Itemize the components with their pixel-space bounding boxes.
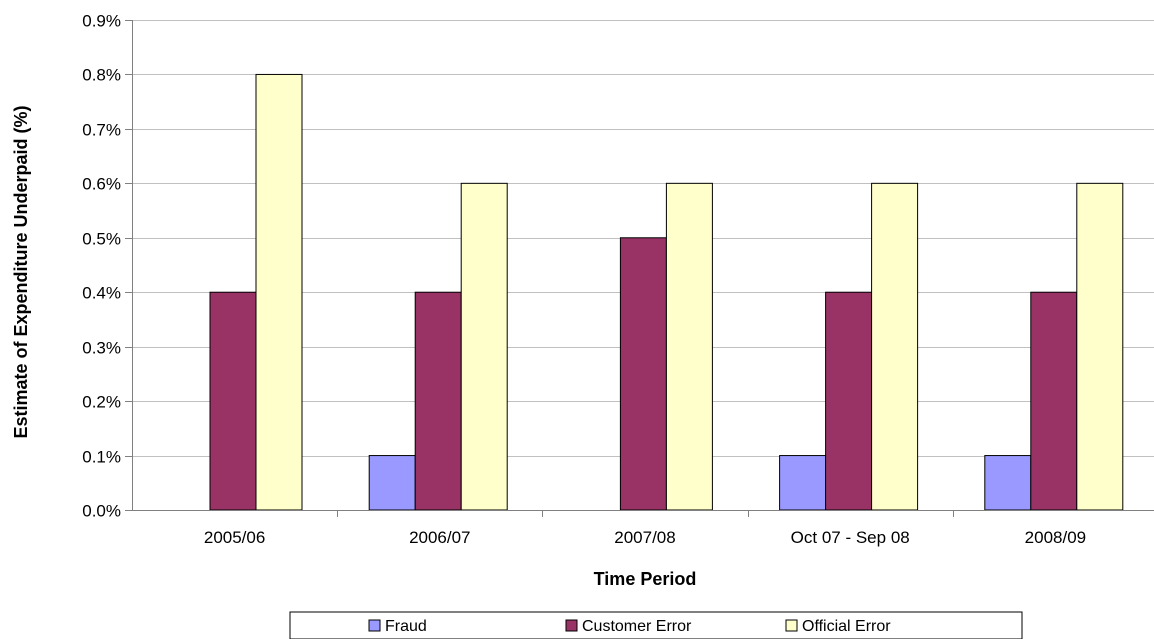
x-tick-label: 2005/06 [204, 528, 265, 547]
x-tick-label: 2006/07 [409, 528, 470, 547]
bar-official-error [665, 182, 713, 511]
bar-customer-error [619, 237, 667, 511]
legend-swatch-official-error [785, 619, 798, 632]
y-tick-label: 0.2% [82, 393, 121, 412]
bar-official-error [460, 182, 508, 511]
legend-swatch-fraud [368, 619, 381, 632]
y-tick-label: 0.4% [82, 284, 121, 303]
bar-official-error [1076, 182, 1124, 511]
y-tick-label: 0.3% [82, 339, 121, 358]
x-tick-label: 2007/08 [614, 528, 675, 547]
bar-customer-error [209, 291, 257, 511]
y-axis-title: Estimate of Expenditure Underpaid (%) [11, 105, 31, 438]
legend-items: Fraud Customer Error Official Error [368, 618, 891, 635]
y-tick-label: 0.6% [82, 175, 121, 194]
y-tick-label: 0.5% [82, 230, 121, 249]
legend: Fraud Customer Error Official Error [289, 611, 1023, 639]
y-tick-label: 0.8% [82, 66, 121, 85]
y-tick-label: 0.1% [82, 448, 121, 467]
bar-fraud [984, 455, 1032, 511]
legend-frame [289, 611, 1023, 639]
legend-swatch-customer-error [565, 619, 578, 632]
bar-official-error [255, 73, 303, 511]
legend-label: Official Error [802, 618, 891, 635]
y-tick-label: 0.9% [82, 12, 121, 31]
bar-official-error [871, 182, 919, 511]
axes [125, 20, 1154, 517]
x-tick-labels: 2005/06 2006/07 2007/08 Oct 07 - Sep 08 2008… [204, 528, 1086, 547]
legend-label: Fraud [385, 618, 427, 635]
bar-customer-error [825, 291, 873, 511]
bar-fraud [779, 455, 827, 511]
y-tick-label: 0.7% [82, 121, 121, 140]
y-tick-label: 0.0% [82, 502, 121, 521]
bar-fraud [368, 455, 416, 511]
bar-customer-error [414, 291, 462, 511]
y-tick-labels: 0.0% 0.1% 0.2% 0.3% 0.4% 0.5% 0.6% 0.7% 0.8% 0.9% [82, 12, 121, 521]
bars [209, 73, 1124, 511]
legend-label: Customer Error [582, 618, 692, 635]
x-tick-label: Oct 07 - Sep 08 [791, 528, 910, 547]
x-axis-title: Time Period [594, 569, 697, 589]
x-tick-label: 2008/09 [1025, 528, 1086, 547]
bar-customer-error [1030, 291, 1078, 511]
